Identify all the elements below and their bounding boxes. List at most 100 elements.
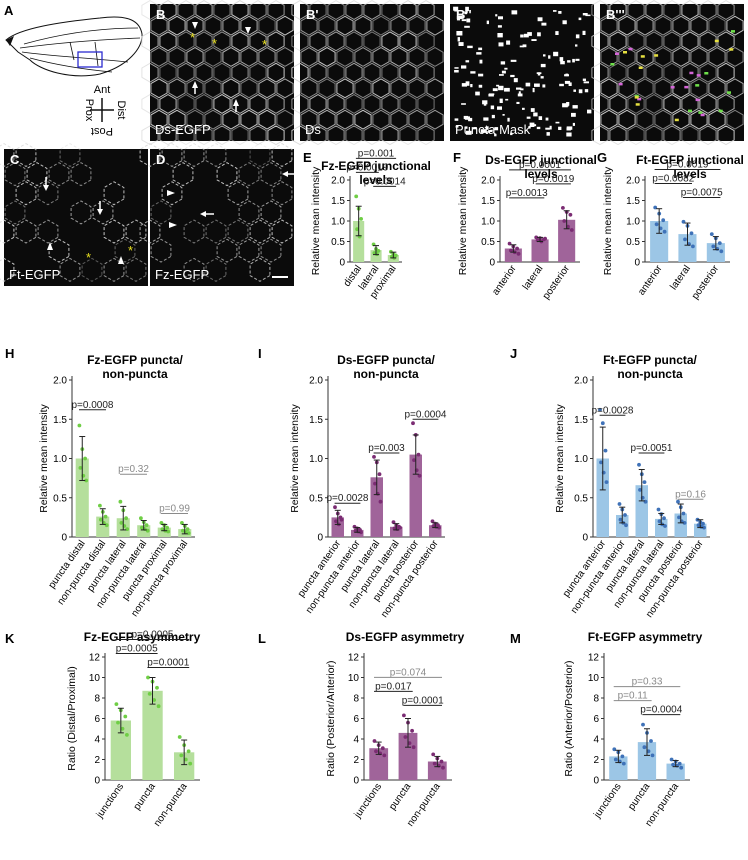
- data-point: [612, 747, 617, 752]
- arrowhead-marker: [192, 22, 198, 29]
- y-tick-label: 10: [588, 673, 600, 684]
- data-point: [84, 478, 89, 483]
- axis-compass: Ant Post Prox Dist: [83, 84, 127, 137]
- bar: [706, 243, 725, 262]
- data-point: [391, 520, 396, 524]
- data-point: [650, 753, 655, 758]
- data-point: [186, 749, 191, 754]
- asterisk-marker: *: [212, 36, 217, 51]
- chart-title: non-puncta: [617, 367, 683, 381]
- p-value-label: p=0.001: [358, 148, 395, 159]
- y-tick-label: 1.0: [309, 454, 323, 465]
- y-tick-label: 2.0: [309, 376, 323, 387]
- p-value-label: p=0.0013: [506, 188, 548, 199]
- y-axis-label: Relative mean intensity: [554, 403, 566, 512]
- y-tick-label: 1.0: [53, 454, 67, 465]
- p-value-label: p=0.0075: [681, 188, 723, 199]
- data-point: [147, 692, 152, 696]
- y-tick-label: 0.5: [626, 237, 640, 248]
- data-point: [681, 511, 686, 516]
- data-point: [719, 249, 724, 254]
- data-point: [654, 222, 659, 227]
- chart-title: non-puncta: [102, 367, 168, 381]
- data-point: [114, 702, 119, 706]
- data-point: [620, 754, 625, 759]
- data-point: [159, 521, 164, 525]
- micrograph-label: Puncta Mask: [455, 122, 531, 137]
- y-tick-label: 8: [353, 694, 359, 705]
- data-point: [416, 452, 421, 457]
- x-tick-label: posterior: [541, 263, 573, 302]
- data-point: [638, 488, 642, 492]
- y-tick-label: 1.5: [53, 415, 67, 426]
- p-value-label: p=0.32: [118, 464, 149, 475]
- y-tick-label: 10: [348, 673, 360, 684]
- bar: [429, 525, 442, 537]
- data-point: [534, 235, 539, 240]
- p-value-label: p=0.003: [368, 443, 405, 454]
- data-point: [120, 726, 125, 731]
- y-axis-label: Relative mean intensity: [310, 166, 322, 275]
- bar: [174, 752, 195, 780]
- data-point: [359, 530, 363, 535]
- micrograph-3: B'' Puncta Mask: [450, 4, 594, 141]
- y-axis-label: Relative mean intensity: [289, 403, 301, 512]
- arrowhead-marker: [118, 256, 124, 264]
- panel-letter-h: H: [5, 346, 14, 361]
- bar: [674, 513, 687, 537]
- data-point: [372, 739, 377, 743]
- p-value-label: p=0.0019: [532, 174, 574, 185]
- arrow-marker: [43, 185, 49, 191]
- chart-h: H Fz-EGFP puncta/non-puncta 0 0.5 1.0 1.5 2.0 R…: [5, 346, 195, 619]
- asterisk-marker: *: [190, 30, 195, 45]
- chart-title: levels: [673, 167, 707, 181]
- data-point: [432, 761, 437, 766]
- y-tick-label: 0: [593, 776, 599, 787]
- bar: [75, 458, 89, 537]
- panel-letter-m: M: [510, 631, 521, 646]
- bar: [137, 525, 151, 537]
- y-tick-label: 2.0: [481, 176, 495, 187]
- y-tick-label: 1.5: [331, 196, 345, 207]
- y-tick-label: 8: [94, 694, 100, 705]
- data-point: [374, 749, 378, 754]
- y-tick-label: 4: [353, 735, 359, 746]
- data-point: [139, 516, 143, 521]
- y-tick-label: 4: [94, 735, 100, 746]
- data-point: [186, 531, 191, 535]
- data-point: [334, 519, 338, 524]
- data-point: [561, 206, 565, 210]
- y-axis-label: Ratio (Anterior/Posterior): [563, 660, 575, 776]
- data-point: [642, 480, 647, 484]
- bar: [370, 250, 382, 262]
- data-point: [604, 480, 609, 484]
- data-point: [116, 720, 120, 725]
- data-point: [677, 515, 681, 520]
- chart-title: Ft-EGFP junctional: [636, 153, 744, 167]
- data-point: [662, 516, 666, 521]
- data-point: [646, 749, 651, 754]
- data-point: [702, 525, 706, 530]
- data-point: [119, 521, 124, 525]
- bar: [655, 518, 668, 537]
- compass-bottom: Post: [91, 125, 113, 137]
- arrowhead-marker: [167, 190, 175, 196]
- data-point: [144, 523, 149, 528]
- micrograph-label: Fz-EGFP: [155, 267, 209, 282]
- data-point: [398, 525, 402, 530]
- bar: [351, 529, 364, 537]
- data-point: [679, 765, 684, 770]
- y-tick-label: 2: [94, 755, 100, 766]
- data-point: [439, 759, 444, 764]
- panel-letter-c: C: [10, 152, 20, 167]
- data-point: [402, 713, 406, 718]
- data-point: [653, 205, 658, 210]
- data-point: [691, 244, 695, 249]
- data-point: [430, 519, 435, 524]
- compass-right: Dist: [115, 101, 127, 120]
- data-point: [676, 499, 680, 504]
- chart-title: Fz-EGFP junctional: [321, 159, 431, 173]
- y-tick-label: 6: [593, 714, 599, 725]
- p-value-label: p=0.0004: [405, 409, 447, 420]
